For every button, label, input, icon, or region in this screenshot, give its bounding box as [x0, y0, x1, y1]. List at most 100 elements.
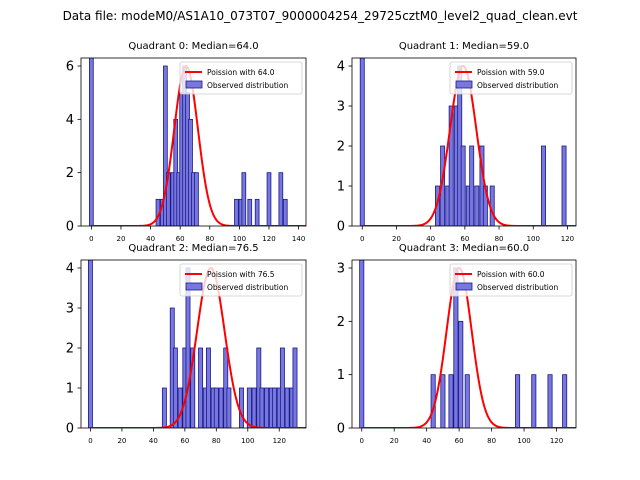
quadrant-2-plot: Quadrant 2: Median=76.5 0 20 40 60 80 100 120 0 1…: [66, 243, 307, 445]
histogram-bar: [89, 58, 94, 226]
histogram-bar: [282, 198, 288, 226]
x-tick-label: 40: [149, 437, 158, 445]
legend: Poission with 64.0 Observed distribution: [179, 61, 303, 95]
plot-data-area: [87, 260, 306, 428]
histogram-bar: [561, 145, 567, 226]
histogram-bar: [226, 387, 232, 428]
quadrant-title: Quadrant 1: Median=59.0: [399, 41, 529, 52]
quadrant-title: Quadrant 0: Median=64.0: [128, 41, 258, 52]
histogram-bar: [469, 145, 475, 226]
legend-curve-label: Poission with 59.0: [477, 68, 545, 77]
histogram-bar: [562, 374, 568, 428]
histogram-bar: [163, 65, 168, 226]
x-tick-label: 100: [527, 235, 540, 243]
histogram-bar: [359, 260, 365, 428]
legend-box: [449, 61, 573, 95]
legend-bars-swatch: [185, 80, 203, 89]
histogram-bar: [172, 347, 178, 428]
y-tick-label: 0: [337, 220, 345, 235]
x-tick-label: 60: [460, 235, 469, 243]
legend-bars-label: Observed distribution: [207, 81, 288, 90]
y-tick-label: 1: [337, 368, 345, 383]
legend-bars-label: Observed distribution: [477, 81, 558, 90]
histogram-bar: [247, 198, 253, 226]
x-tick-label: 80: [487, 437, 496, 445]
axes-frame: [351, 259, 577, 429]
x-tick-label: 140: [292, 235, 305, 243]
x-tick-label: 0: [360, 437, 364, 445]
histogram-bar: [194, 172, 199, 226]
y-tick-label: 6: [66, 60, 74, 75]
y-tick-label: 2: [66, 342, 74, 357]
histogram-bar: [266, 172, 272, 226]
legend-bars-swatch: [455, 282, 473, 291]
histogram-bar: [458, 320, 464, 428]
x-tick-label: 40: [146, 235, 155, 243]
histogram-bar: [284, 387, 290, 428]
y-tick-label: 4: [66, 113, 74, 128]
histogram-bar: [246, 387, 252, 428]
legend: Poission with 76.5 Observed distribution: [179, 263, 303, 297]
histogram-bar: [190, 347, 196, 428]
y-tick-label: 0: [66, 220, 74, 235]
x-tick-label: 80: [205, 235, 214, 243]
histogram-bar: [359, 58, 365, 226]
poisson-curve: [361, 266, 576, 428]
x-tick-label: 60: [180, 437, 189, 445]
x-tick-label: 0: [88, 437, 92, 445]
axes-frame: [80, 57, 307, 227]
histogram-bar: [234, 198, 239, 226]
x-tick-label: 0: [360, 235, 364, 243]
histogram-bar: [448, 105, 454, 226]
x-tick-label: 20: [390, 437, 399, 445]
x-tick-label: 100: [241, 437, 254, 445]
histogram-bar: [292, 347, 298, 428]
histogram-bar: [218, 387, 224, 428]
legend-curve-label: Poission with 64.0: [207, 68, 275, 77]
histogram-bar: [515, 374, 521, 428]
x-tick-label: 20: [117, 235, 126, 243]
axes-frame: [80, 259, 307, 429]
legend-box: [449, 263, 573, 297]
y-tick-label: 2: [337, 315, 345, 330]
histogram-bar: [474, 185, 480, 226]
histogram-bar: [177, 387, 183, 428]
quadrant-panels: Quadrant 0: Median=64.00 20 40 60 80 100 120 14…: [66, 41, 577, 445]
y-tick-label: 1: [337, 180, 345, 195]
x-tick-label: 80: [212, 437, 221, 445]
histogram-bar: [198, 347, 204, 428]
histogram-bar: [87, 260, 93, 428]
quadrant-title: Quadrant 3: Median=60.0: [399, 243, 529, 254]
histogram-bar: [259, 387, 265, 428]
histogram-bar: [460, 145, 466, 226]
histogram-bar: [254, 198, 260, 226]
histogram-bar: [448, 374, 454, 428]
histogram-bar: [213, 387, 219, 428]
x-tick-label: 120: [262, 235, 275, 243]
y-tick-label: 1: [66, 382, 74, 397]
x-tick-label: 100: [233, 235, 246, 243]
legend-curve-label: Poission with 76.5: [207, 270, 275, 279]
x-tick-label: 80: [495, 235, 504, 243]
x-tick-label: 0: [89, 235, 93, 243]
x-tick-label: 20: [392, 235, 401, 243]
legend-bars-swatch: [185, 282, 203, 291]
y-tick-label: 2: [66, 166, 74, 181]
legend-bars-label: Observed distribution: [477, 283, 558, 292]
histogram-bar: [547, 374, 553, 428]
histogram-bar: [161, 387, 167, 428]
x-tick-label: 120: [561, 235, 574, 243]
histogram-bar: [206, 347, 211, 428]
histogram-bar: [251, 387, 257, 428]
figure-suptitle: Data file: modeM0/AS1A10_073T07_90000042…: [63, 9, 578, 23]
legend-curve-label: Poission with 60.0: [477, 270, 545, 279]
legend-box: [179, 263, 303, 297]
quadrant-1-plot: Quadrant 1: Median=59.0 0 20 40 60 80 100 120 0 1…: [337, 41, 577, 243]
quadrant-3-plot: Quadrant 3: Median=60.0 0 20 40 60 80 100 120 0 1…: [337, 243, 577, 445]
x-tick-label: 60: [455, 437, 464, 445]
y-tick-label: 3: [66, 302, 74, 317]
histogram-bar: [272, 387, 277, 428]
x-tick-label: 60: [176, 235, 185, 243]
x-tick-label: 20: [117, 437, 126, 445]
